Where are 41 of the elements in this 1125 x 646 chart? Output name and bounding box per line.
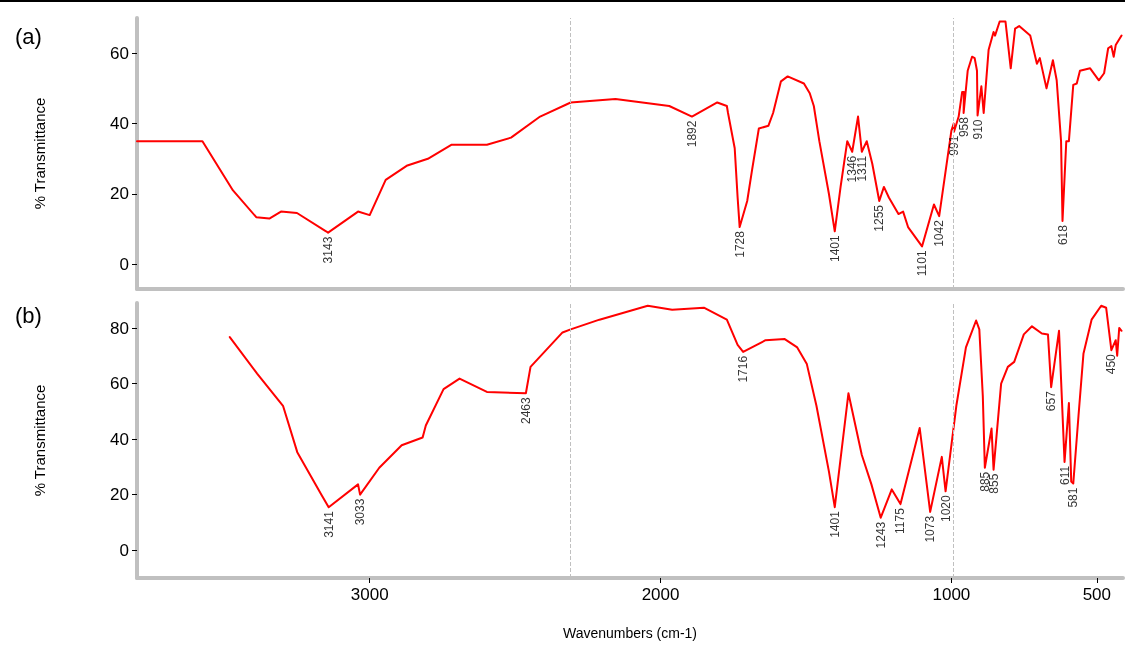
annotation: 1728 bbox=[732, 230, 747, 258]
annotation: 1042 bbox=[932, 219, 947, 247]
chart-title: (a) bbox=[15, 23, 42, 49]
y-tick-label: 60 bbox=[110, 43, 129, 63]
annotation: 1255 bbox=[872, 204, 887, 232]
y-tick-label: 0 bbox=[119, 540, 129, 560]
annotation: 3143 bbox=[321, 236, 336, 264]
annotation: 1020 bbox=[938, 495, 953, 523]
annotation: 958 bbox=[956, 116, 971, 138]
y-axis-title: % Transmittance bbox=[31, 384, 48, 497]
annotation: 1101 bbox=[915, 250, 930, 277]
annotation: 1401 bbox=[827, 234, 842, 262]
annotation: 581 bbox=[1066, 487, 1081, 508]
annotation: 1401 bbox=[827, 510, 842, 538]
x-tick-label: 500 bbox=[1082, 585, 1112, 604]
annotation: 1175 bbox=[893, 507, 908, 534]
x-tick-label: 2000 bbox=[641, 585, 680, 604]
y-tick-label: 20 bbox=[110, 184, 129, 204]
annotation: 1716 bbox=[736, 355, 751, 383]
annotation: 450 bbox=[1104, 353, 1119, 375]
annotation: 2463 bbox=[518, 396, 533, 424]
y-tick-label: 0 bbox=[119, 254, 129, 274]
x-tick-label: 1000 bbox=[932, 585, 971, 604]
annotation: 1243 bbox=[873, 521, 888, 549]
y-tick-label: 40 bbox=[110, 429, 129, 449]
annotation: 910 bbox=[970, 119, 985, 140]
y-axis-title: % Transmittance bbox=[31, 97, 48, 210]
annotation: 1073 bbox=[923, 515, 938, 543]
annotation: 3033 bbox=[353, 498, 368, 526]
y-tick-label: 20 bbox=[110, 485, 129, 505]
y-tick-label: 80 bbox=[110, 318, 129, 338]
chart-title: (b) bbox=[15, 302, 42, 328]
annotation: 3141 bbox=[321, 510, 336, 538]
x-axis-title: Wavenumbers (cm-1) bbox=[562, 625, 698, 641]
y-tick-label: 60 bbox=[110, 374, 129, 394]
annotation: 1892 bbox=[684, 120, 699, 148]
annotation: 657 bbox=[1044, 390, 1059, 412]
annotation: 618 bbox=[1055, 224, 1070, 246]
y-tick-label: 40 bbox=[110, 114, 129, 134]
annotation: 611 bbox=[1057, 465, 1072, 486]
x-tick-label: 3000 bbox=[350, 585, 389, 604]
